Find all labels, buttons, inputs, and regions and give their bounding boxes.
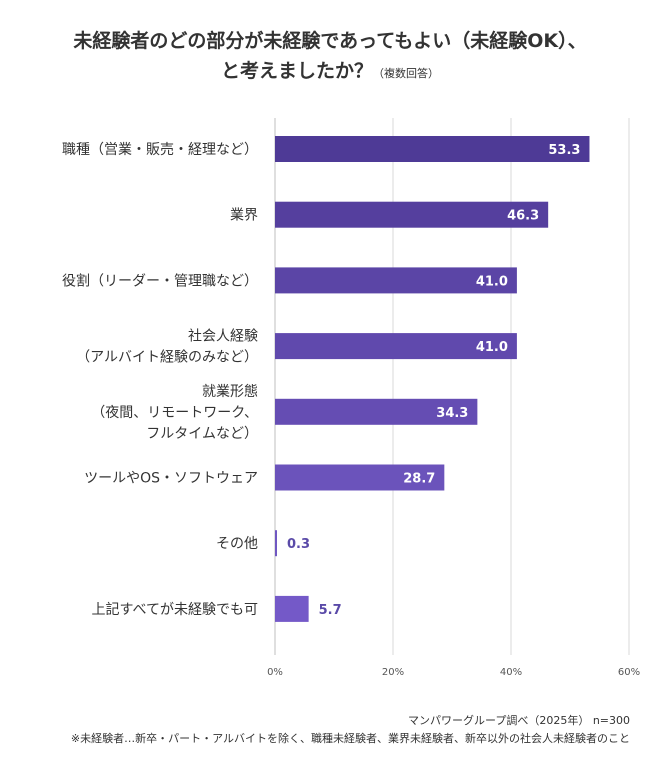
bar	[275, 595, 309, 622]
footnote: ※未経験者…新卒・パート・アルバイトを除く、職種未経験者、業界未経験者、新卒以外…	[70, 732, 630, 745]
category-label: 役割（リーダー・管理職など）	[62, 272, 258, 289]
category-label: その他	[216, 536, 258, 552]
bar	[275, 333, 517, 360]
category-label: 社会人経験	[188, 329, 258, 345]
bar-value-label: 53.3	[548, 143, 580, 158]
bar	[275, 398, 478, 425]
category-label: （夜間、リモートワーク、	[91, 405, 258, 421]
category-label: 就業形態	[202, 384, 258, 400]
bar	[275, 136, 590, 162]
bar-value-label: 5.7	[319, 603, 342, 618]
bar	[275, 464, 445, 491]
bar	[275, 267, 517, 294]
category-label: 職種（営業・販売・経理など）	[62, 142, 258, 158]
bar-value-label: 28.7	[403, 472, 435, 487]
bar-value-label: 0.3	[287, 537, 310, 552]
bar	[275, 201, 549, 228]
category-label: 業界	[230, 208, 258, 224]
category-label: フルタイムなど）	[146, 426, 258, 442]
bar-value-label: 34.3	[436, 406, 468, 421]
title-line-2-text: と考えましたか？	[220, 60, 373, 82]
chart-title: 未経験者のどの部分が未経験であってもよい（未経験OK）、 と考えましたか？（複数…	[0, 26, 660, 89]
title-note: （複数回答）	[373, 67, 439, 80]
category-label: ツールやOS・ソフトウェア	[84, 471, 258, 487]
x-tick-label: 0%	[267, 667, 283, 678]
bar-value-label: 46.3	[507, 209, 539, 224]
x-tick-label: 60%	[618, 667, 640, 678]
category-label: （アルバイト経験のみなど）	[76, 350, 258, 366]
x-tick-label: 40%	[500, 667, 522, 678]
title-line-2: と考えましたか？（複数回答）	[0, 56, 660, 89]
bar-value-label: 41.0	[476, 274, 508, 289]
bar	[275, 530, 277, 557]
bar-value-label: 41.0	[476, 340, 508, 355]
category-label: 上記すべてが未経験でも可	[92, 601, 258, 618]
x-tick-label: 20%	[382, 667, 404, 678]
bar-chart: 0% 20% 40% 60% 53.3 職種（営業・販売・経理など） 46.3 業界 41.0 役…	[62, 118, 640, 678]
source-note: マンパワーグループ調べ（2025年） n=300	[407, 714, 630, 727]
title-line-1: 未経験者のどの部分が未経験であってもよい（未経験OK）、	[73, 30, 587, 52]
